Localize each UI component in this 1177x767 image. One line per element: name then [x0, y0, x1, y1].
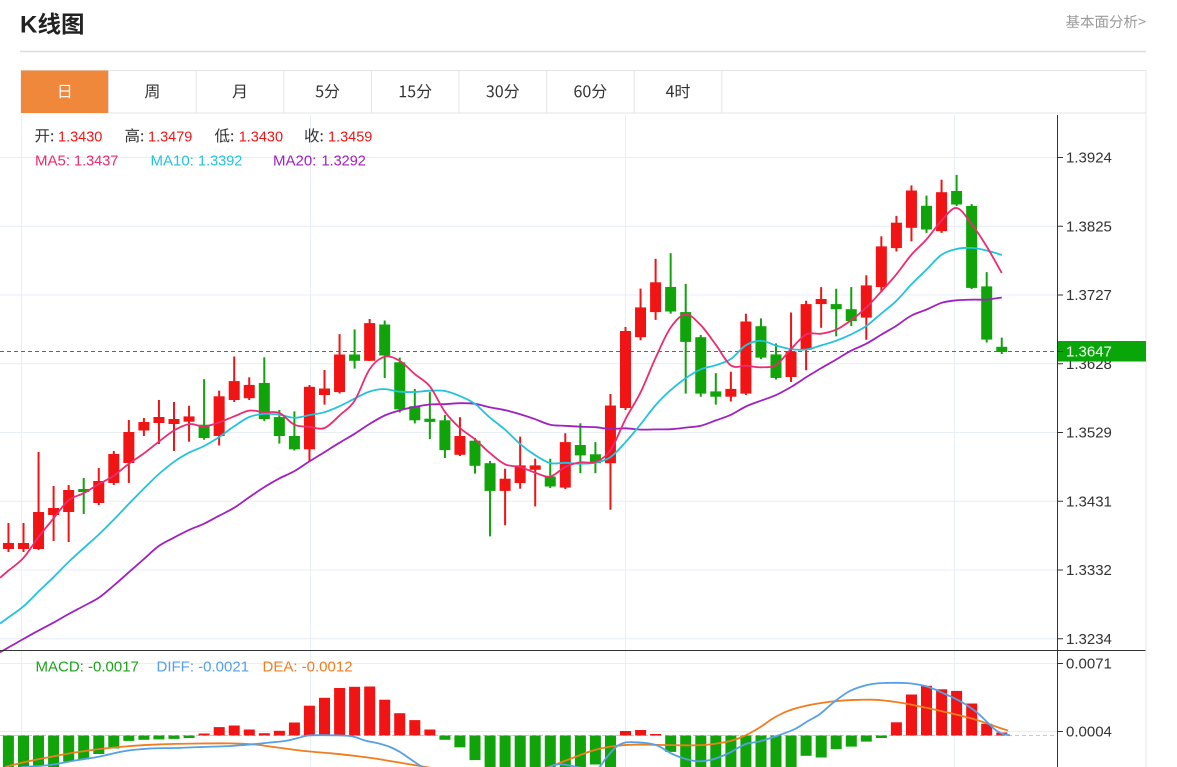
- svg-text:1.3430: 1.3430: [58, 129, 102, 145]
- svg-text:MA10:: MA10:: [151, 152, 194, 169]
- svg-text:0.0071: 0.0071: [1066, 656, 1112, 673]
- svg-text:MA20:: MA20:: [273, 152, 316, 169]
- svg-text:DEA: -0.0012: DEA: -0.0012: [263, 658, 353, 675]
- svg-text:1.3479: 1.3479: [148, 129, 192, 145]
- svg-text:1.3529: 1.3529: [1066, 425, 1112, 442]
- svg-text:1.3332: 1.3332: [1066, 562, 1112, 579]
- svg-text:1.3430: 1.3430: [239, 129, 283, 145]
- svg-text:1.3437: 1.3437: [74, 153, 118, 169]
- svg-text:0.0004: 0.0004: [1066, 724, 1112, 741]
- svg-text:1.3431: 1.3431: [1066, 493, 1112, 510]
- svg-text:MACD: -0.0017: MACD: -0.0017: [36, 658, 139, 675]
- svg-text:MA5:: MA5:: [35, 152, 70, 169]
- svg-text:1.3292: 1.3292: [322, 153, 366, 169]
- svg-text:1.3825: 1.3825: [1066, 218, 1112, 235]
- svg-text:1.3234: 1.3234: [1066, 631, 1112, 648]
- svg-text:K: K: [20, 12, 38, 39]
- svg-text:1.3647: 1.3647: [1066, 344, 1112, 361]
- svg-text:1.3924: 1.3924: [1066, 150, 1112, 167]
- svg-text:DIFF: -0.0021: DIFF: -0.0021: [157, 658, 250, 675]
- svg-text:1.3392: 1.3392: [198, 153, 242, 169]
- svg-text:1.3727: 1.3727: [1066, 287, 1112, 304]
- svg-text:1.3459: 1.3459: [328, 129, 372, 145]
